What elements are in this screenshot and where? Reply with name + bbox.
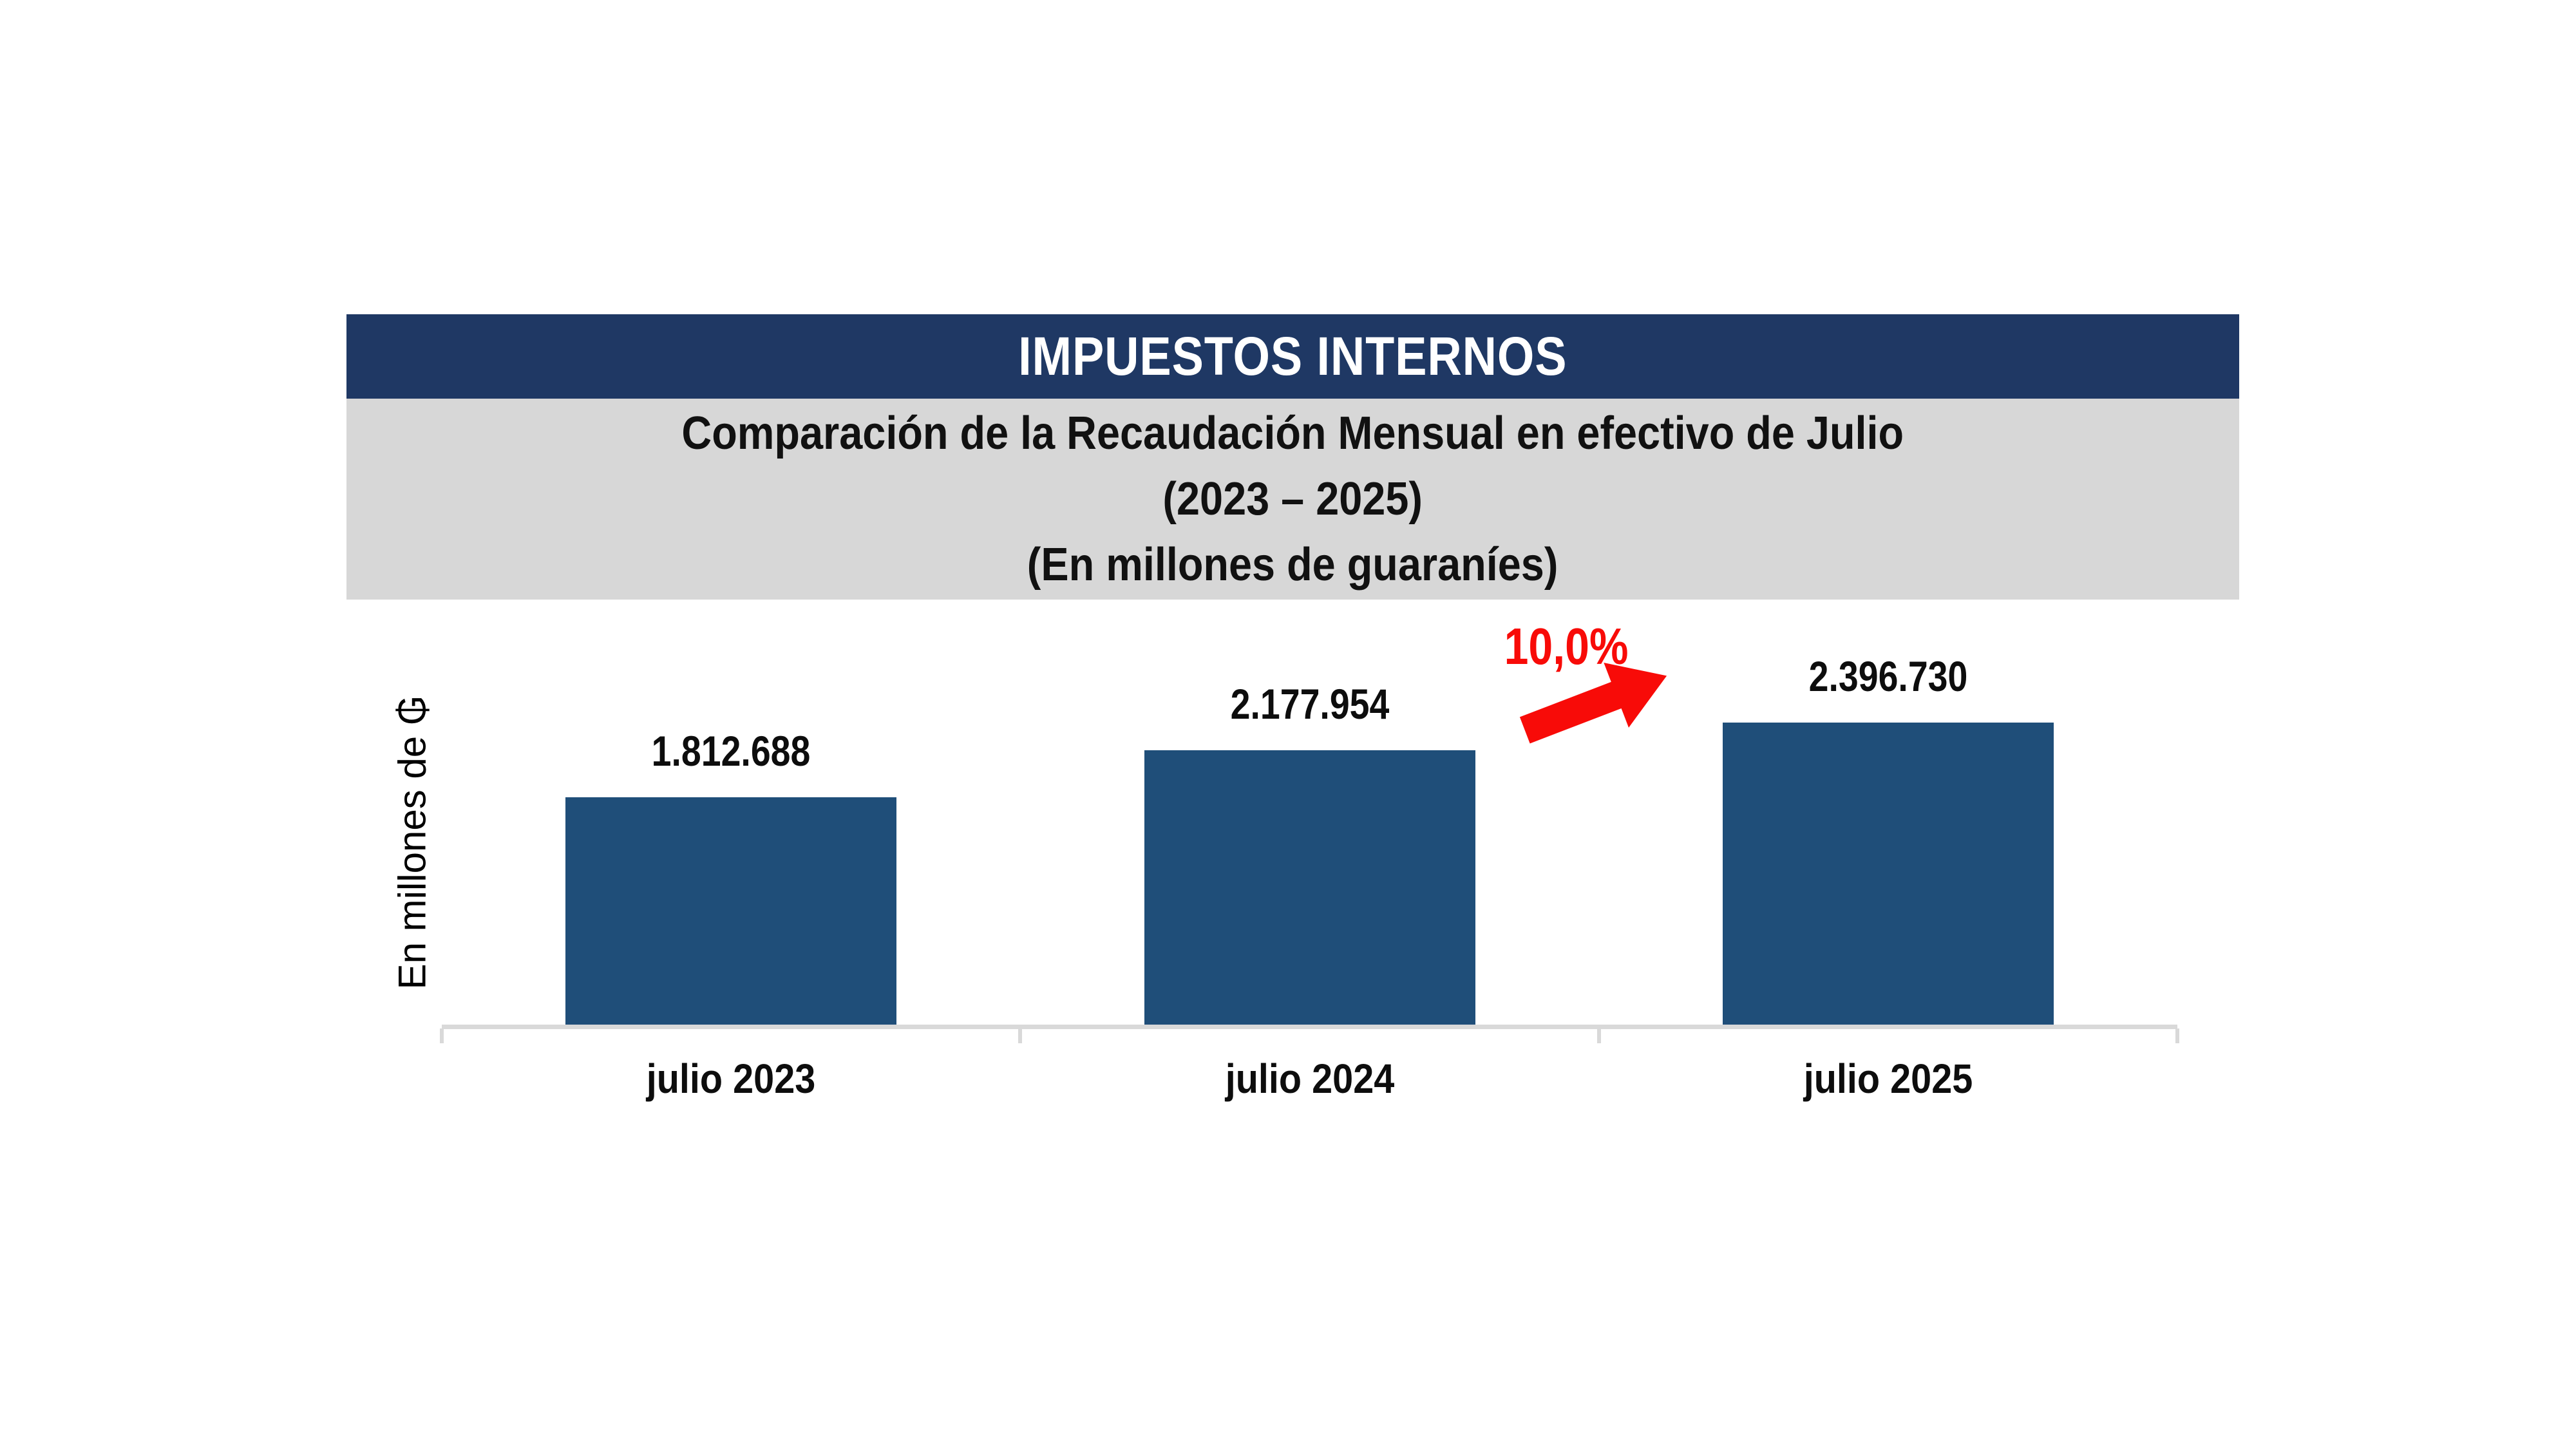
bar-julio-2025 (1722, 723, 2054, 1028)
bar-julio-2024 (1144, 750, 1475, 1028)
axis-tick (1018, 1028, 1023, 1043)
x-label-julio-2025: julio 2025 (1803, 1056, 1973, 1102)
value-label-julio-2023: 1.812.688 (651, 727, 811, 775)
axis-tick (2175, 1028, 2179, 1043)
value-label-julio-2025: 2.396.730 (1808, 652, 1968, 700)
x-axis-line (442, 1025, 2177, 1029)
up-right-arrow-icon (1519, 663, 1667, 744)
title-banner: IMPUESTOS INTERNOS (346, 314, 2239, 399)
subtitle-line-2: (2023 – 2025) (1162, 473, 1423, 525)
bar-julio-2023 (565, 797, 897, 1028)
subtitle-band: Comparación de la Recaudación Mensual en… (346, 399, 2239, 600)
value-label-julio-2024: 2.177.954 (1230, 680, 1389, 728)
chart-title: IMPUESTOS INTERNOS (1018, 326, 1567, 386)
axis-tick (1596, 1028, 1601, 1043)
subtitle-line-3: (En millones de guaraníes) (1027, 539, 1558, 591)
x-label-julio-2023: julio 2023 (646, 1056, 816, 1102)
x-label-julio-2024: julio 2024 (1225, 1056, 1394, 1102)
subtitle-line-1: Comparación de la Recaudación Mensual en… (681, 408, 1904, 459)
axis-tick (440, 1028, 444, 1043)
